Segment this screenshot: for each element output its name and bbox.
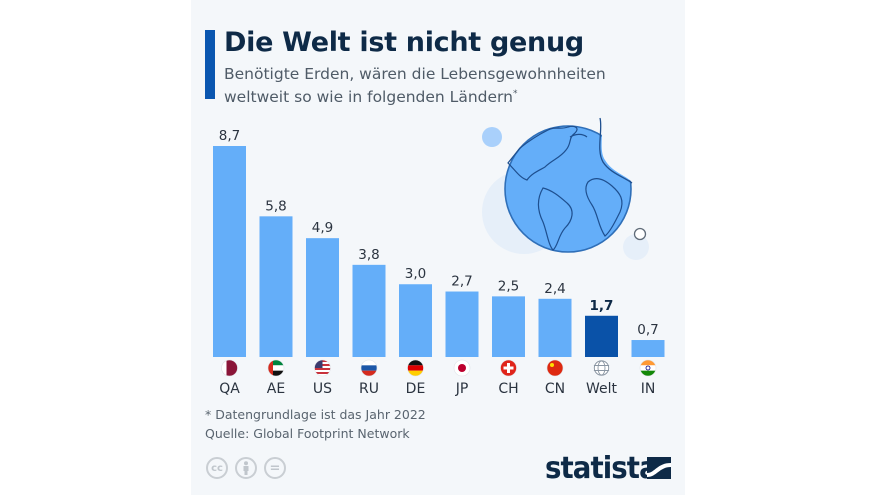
value-labels: 8,7 5,8 4,9 3,8 3,0 2,7 2,5 2,4 1,7 0,7 bbox=[219, 128, 659, 338]
bar-ru[interactable] bbox=[352, 264, 386, 357]
footnote-mark: * bbox=[512, 89, 518, 99]
value-label: 3,0 bbox=[405, 266, 426, 282]
flag-qatar-icon bbox=[221, 359, 238, 377]
category-label: Welt bbox=[586, 381, 618, 397]
category-label: AE bbox=[267, 381, 285, 397]
value-label: 1,7 bbox=[590, 298, 614, 314]
decor-bubble bbox=[482, 127, 502, 147]
category-label: CN bbox=[545, 381, 565, 397]
value-label: 2,7 bbox=[451, 274, 472, 290]
earth-illustration bbox=[482, 117, 649, 260]
category-label: US bbox=[313, 381, 332, 397]
title-accent-bar bbox=[205, 30, 215, 99]
cc-icon[interactable]: cc bbox=[206, 457, 228, 479]
globe-icon bbox=[593, 360, 610, 376]
bar-cn[interactable] bbox=[538, 298, 572, 357]
bar-de[interactable] bbox=[399, 284, 432, 357]
value-label: 5,8 bbox=[265, 198, 286, 214]
bar-qa[interactable] bbox=[213, 146, 246, 357]
category-labels: QA AE US RU DE JP CH CN Welt IN bbox=[219, 381, 655, 397]
value-label: 8,7 bbox=[219, 128, 240, 144]
nd-icon[interactable]: = bbox=[264, 457, 286, 479]
value-label: 2,5 bbox=[498, 278, 519, 294]
source-note: Quelle: Global Footprint Network bbox=[205, 426, 410, 441]
flag-russia-icon bbox=[360, 359, 378, 377]
by-icon[interactable] bbox=[235, 457, 257, 479]
earth-icon bbox=[504, 125, 632, 253]
category-label: RU bbox=[359, 381, 379, 397]
subtitle-line-1: Benötigte Erden, wären die Lebensgewohnh… bbox=[224, 65, 606, 83]
decor-bubble bbox=[623, 234, 649, 260]
flag-germany-icon bbox=[407, 359, 424, 377]
flag-china-icon bbox=[546, 359, 564, 377]
value-label: 2,4 bbox=[544, 281, 565, 297]
value-label: 4,9 bbox=[312, 220, 333, 236]
person-icon bbox=[243, 461, 249, 475]
flag-usa-icon bbox=[314, 359, 331, 377]
flag-icons bbox=[221, 359, 657, 377]
flag-japan-icon bbox=[453, 359, 471, 377]
bar-in[interactable] bbox=[631, 340, 665, 357]
bar-ae[interactable] bbox=[259, 216, 293, 357]
statista-logo[interactable]: statista bbox=[545, 451, 658, 486]
bars-group bbox=[213, 146, 665, 357]
flag-switzerland-icon bbox=[500, 359, 517, 377]
footnote: * Datengrundlage ist das Jahr 2022 bbox=[205, 407, 426, 422]
bar-jp[interactable] bbox=[445, 291, 479, 357]
statista-logo-mark-icon bbox=[647, 457, 671, 479]
bar-ch[interactable] bbox=[492, 296, 525, 357]
bar-welt[interactable] bbox=[585, 315, 618, 357]
category-label: JP bbox=[455, 381, 469, 397]
category-label: CH bbox=[498, 381, 518, 397]
chart-subtitle: Benötigte Erden, wären die Lebensgewohnh… bbox=[224, 64, 606, 107]
category-label: IN bbox=[641, 381, 656, 397]
chart-title: Die Welt ist nicht genug bbox=[224, 27, 584, 58]
category-label: QA bbox=[219, 381, 240, 397]
subtitle-line-2: weltweit so wie in folgenden Ländern bbox=[224, 88, 513, 107]
value-label: 0,7 bbox=[637, 322, 658, 338]
flag-uae-icon bbox=[267, 359, 285, 377]
bar-us[interactable] bbox=[306, 238, 339, 357]
decor-bubble bbox=[633, 227, 647, 241]
value-label: 3,8 bbox=[358, 247, 379, 263]
category-label: DE bbox=[406, 381, 426, 397]
flag-india-icon bbox=[639, 359, 657, 377]
